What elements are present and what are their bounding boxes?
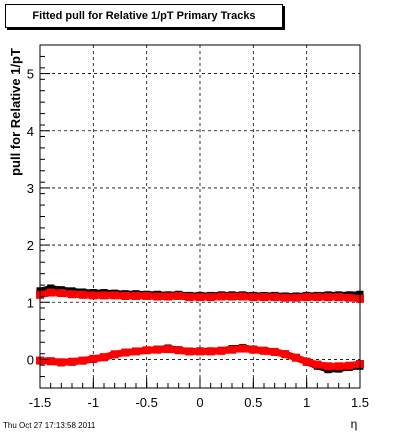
data-band — [355, 364, 360, 365]
data-band — [88, 359, 93, 360]
data-band — [237, 349, 242, 350]
data-band — [120, 353, 125, 354]
chart-title-box: Fitted pull for Relative 1/pT Primary Tr… — [5, 4, 283, 28]
data-band — [264, 351, 269, 352]
data-band — [323, 365, 328, 366]
data-band — [109, 354, 114, 355]
data-band — [179, 296, 184, 297]
data-band — [77, 361, 82, 362]
x-tick-label: 0 — [196, 395, 203, 410]
data-band — [141, 350, 146, 351]
data-band — [253, 350, 258, 351]
data-band — [83, 360, 88, 361]
x-tick-label: 0.5 — [244, 395, 262, 410]
data-band — [307, 362, 312, 363]
data-band — [285, 354, 290, 356]
data-band — [349, 298, 354, 299]
data-band — [51, 361, 56, 362]
data-band — [232, 349, 237, 350]
data-band — [131, 351, 136, 352]
data-band — [349, 365, 354, 366]
x-tick-label: -1 — [88, 395, 100, 410]
data-band — [45, 293, 50, 294]
data-band — [184, 351, 189, 352]
chart-title: Fitted pull for Relative 1/pT Primary Tr… — [6, 10, 282, 22]
y-axis-label: pull for Relative 1/pT — [8, 48, 23, 176]
data-band — [184, 297, 189, 298]
y-tick-label: 5 — [27, 67, 34, 82]
x-tick-label: 1 — [303, 395, 310, 410]
data-band — [355, 298, 360, 299]
data-band — [259, 350, 264, 351]
x-tick-label: -1.5 — [29, 395, 51, 410]
data-band — [269, 351, 274, 352]
data-band — [179, 350, 184, 351]
y-tick-label: 3 — [27, 181, 34, 196]
y-tick-label: 0 — [27, 352, 34, 367]
y-tick-label: 4 — [27, 124, 34, 139]
data-band — [173, 350, 178, 351]
data-band — [280, 353, 285, 354]
footer-timestamp: Thu Oct 27 17:13:58 2011 — [3, 421, 95, 430]
x-axis-label: η — [351, 417, 358, 431]
data-band — [317, 365, 322, 366]
data-band — [136, 351, 141, 352]
data-band — [125, 352, 130, 353]
y-tick-label: 2 — [27, 238, 34, 253]
data-band — [296, 358, 301, 360]
data-band — [99, 357, 104, 358]
data-band — [168, 349, 173, 350]
data-band — [61, 293, 66, 294]
data-band — [291, 356, 296, 358]
plot-frame — [40, 45, 360, 388]
data-band — [40, 294, 45, 295]
data-band — [67, 294, 72, 295]
x-tick-label: -0.5 — [135, 395, 157, 410]
grid-layer — [40, 45, 360, 388]
data-band — [56, 362, 61, 363]
data-band — [115, 353, 120, 354]
data-band — [301, 360, 306, 362]
data-band — [227, 350, 232, 351]
tick-layer — [40, 45, 360, 388]
data-band — [104, 356, 109, 357]
data-band — [72, 361, 77, 362]
data-band — [312, 363, 317, 364]
data-band — [243, 349, 248, 350]
data-band — [221, 350, 226, 351]
y-tick-label: 1 — [27, 295, 34, 310]
x-tick-label: 1.5 — [351, 395, 369, 410]
data-band — [93, 358, 98, 359]
data-band — [248, 349, 253, 350]
data-band — [275, 352, 280, 353]
